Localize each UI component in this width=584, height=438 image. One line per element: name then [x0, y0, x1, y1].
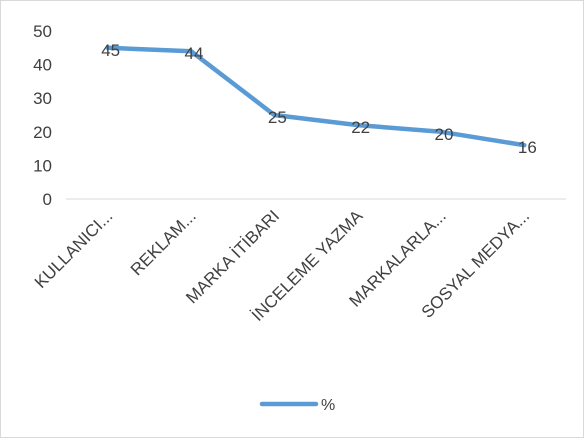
x-tick-label: KULLANICI...	[31, 206, 117, 292]
data-label: 20	[435, 125, 454, 144]
series-line	[105, 45, 527, 148]
y-tick-label: 30	[33, 89, 52, 108]
data-label: 25	[268, 108, 287, 127]
series-layer	[105, 45, 527, 148]
y-tick-label: 10	[33, 156, 52, 175]
y-tick-label: 0	[43, 190, 52, 209]
y-tick-label: 20	[33, 123, 52, 142]
legend: %	[259, 397, 335, 414]
y-tick-label: 40	[33, 56, 52, 75]
legend-label: %	[321, 397, 335, 414]
x-tick-label: REKLAM...	[127, 206, 200, 279]
data-label: 44	[185, 44, 204, 63]
data-label: 16	[518, 138, 537, 157]
data-labels: 45 44 25 22 20 16	[101, 41, 537, 157]
data-label: 45	[101, 41, 120, 60]
y-tick-label: 50	[33, 22, 52, 41]
data-label: 22	[351, 118, 370, 137]
